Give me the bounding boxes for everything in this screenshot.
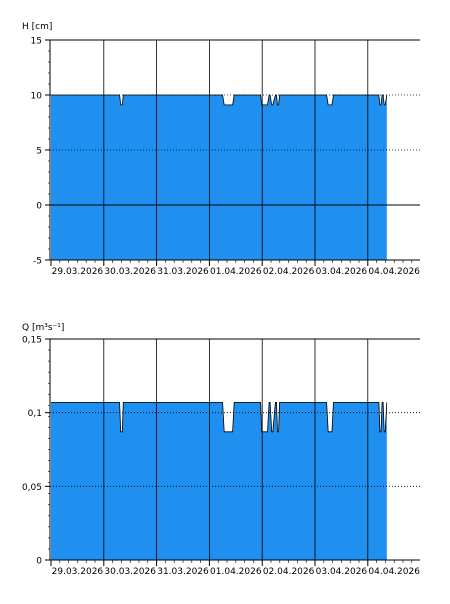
x-tick-label: 29.03.2026 <box>52 567 104 577</box>
y-axis-label: H [cm] <box>22 22 52 32</box>
y-tick-label: 0,05 <box>22 483 42 493</box>
y-tick-label: 0,15 <box>22 336 42 346</box>
series-area <box>51 95 387 260</box>
y-tick-label: 0,1 <box>28 409 42 419</box>
chart-2: 0 0,05 0,1 0,15 Q [m³s⁻¹] 29.03.2026 30.03.202… <box>22 323 420 577</box>
series-line <box>51 402 388 433</box>
x-tick-label: 04.04.2026 <box>368 267 420 277</box>
x-tick-label: 01.04.2026 <box>210 267 262 277</box>
x-tick-label: 02.04.2026 <box>263 567 315 577</box>
x-tick-label: 03.04.2026 <box>316 267 368 277</box>
x-tick-label: 30.03.2026 <box>104 567 156 577</box>
x-tick-label: 30.03.2026 <box>104 267 156 277</box>
x-tick-label: 01.04.2026 <box>210 567 262 577</box>
y-tick-label: 0 <box>36 202 42 212</box>
y-tick-label: -5 <box>33 257 42 267</box>
chart-1: -5 0 5 10 15 H [cm] 29.03.2026 30.03.2026 31.03.… <box>22 22 420 277</box>
y-tick-label: 15 <box>31 37 42 47</box>
x-tick-label: 03.04.2026 <box>316 567 368 577</box>
y-axis-label: Q [m³s⁻¹] <box>22 323 64 333</box>
x-tick-label: 04.04.2026 <box>368 567 420 577</box>
y-tick-label: 10 <box>31 92 43 102</box>
x-tick-label: 02.04.2026 <box>263 267 315 277</box>
series-area <box>51 402 387 560</box>
x-tick-label: 29.03.2026 <box>52 267 104 277</box>
x-tick-label: 31.03.2026 <box>157 267 209 277</box>
y-tick-label: 0 <box>36 557 42 567</box>
x-tick-label: 31.03.2026 <box>157 567 209 577</box>
y-tick-label: 5 <box>36 147 42 157</box>
series-line <box>51 94 388 106</box>
